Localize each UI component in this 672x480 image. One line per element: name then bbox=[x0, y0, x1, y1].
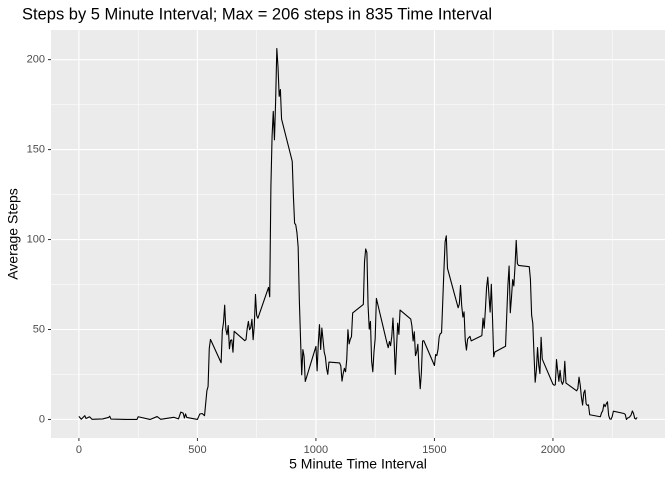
data-line bbox=[78, 47, 638, 420]
x-tick-label: 0 bbox=[76, 444, 82, 456]
x-tick-label: 1500 bbox=[422, 444, 446, 456]
x-axis-label: 5 Minute Time Interval bbox=[289, 456, 427, 472]
x-tick-label: 1000 bbox=[304, 444, 328, 456]
y-tick-label: 200 bbox=[27, 54, 45, 66]
x-tick-label: 2000 bbox=[541, 444, 565, 456]
y-tick-label: 150 bbox=[27, 144, 45, 156]
x-tick-label: 500 bbox=[188, 444, 206, 456]
panel bbox=[51, 30, 665, 438]
y-tick-label: 100 bbox=[27, 233, 45, 245]
y-tick-label: 0 bbox=[39, 413, 45, 425]
chart-title: Steps by 5 Minute Interval; Max = 206 st… bbox=[22, 5, 492, 23]
y-tick-label: 50 bbox=[33, 323, 45, 335]
y-axis-label: Average Steps bbox=[5, 188, 21, 280]
